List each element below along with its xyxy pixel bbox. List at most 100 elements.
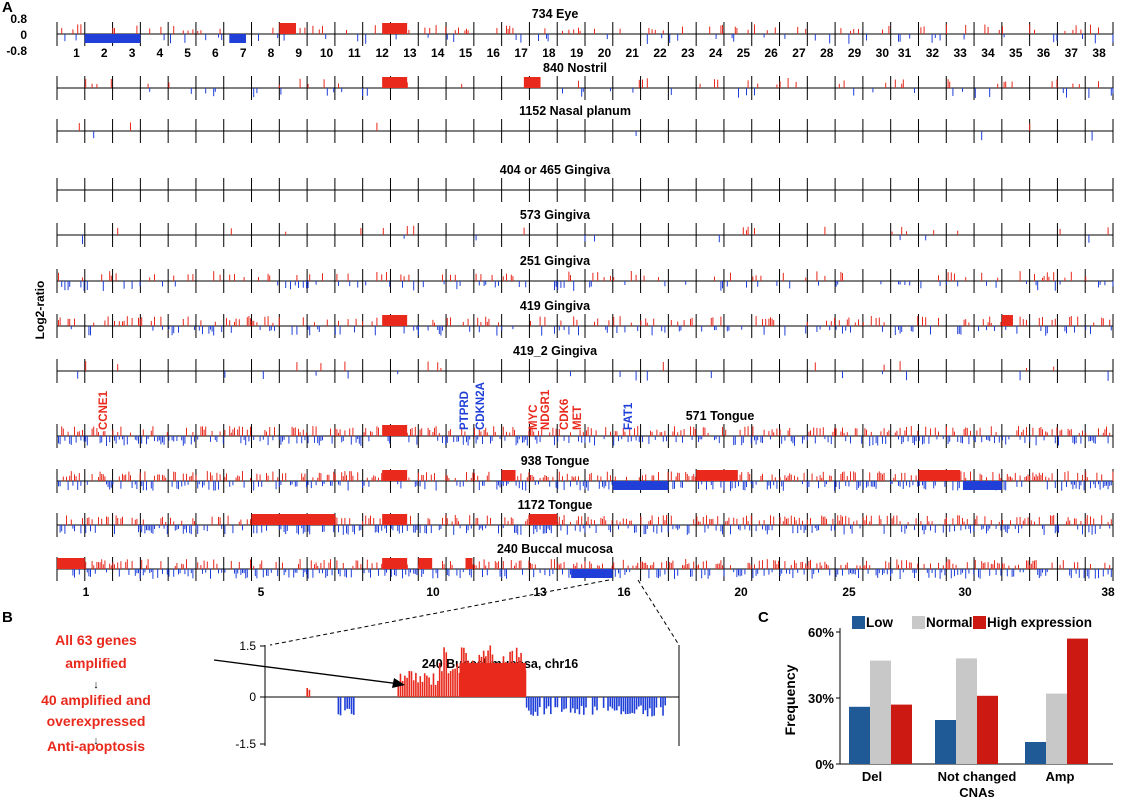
del-bar [880, 281, 882, 285]
amp-bar [624, 431, 626, 436]
amp-bar [341, 472, 343, 481]
del-bar [746, 88, 747, 96]
del-bar [85, 525, 87, 534]
del-bar [1091, 525, 1093, 535]
amp-bar [622, 559, 624, 569]
amp-bar [238, 476, 240, 481]
del-bar [230, 326, 232, 333]
chromosome-label: 27 [792, 46, 806, 60]
del-bar [872, 436, 874, 446]
amp-bar [834, 428, 835, 436]
amp-bar [840, 515, 842, 525]
amp-bar [104, 476, 106, 481]
del-bar [584, 235, 586, 242]
del-bar [64, 436, 66, 441]
del-bar [838, 481, 840, 490]
del-bar [397, 525, 399, 531]
amp-bar [320, 363, 322, 371]
amp-bar [451, 564, 453, 569]
del-bar [338, 525, 339, 533]
amp-bar [549, 432, 551, 436]
amp-bar [130, 475, 131, 481]
amp-bar [298, 564, 299, 569]
del-bar [362, 88, 363, 96]
amp-bar [736, 518, 738, 525]
del-bar [763, 569, 765, 576]
del-bar [254, 569, 256, 577]
amp-bar [760, 475, 762, 481]
amp-bar [998, 473, 1000, 481]
del-bar [325, 34, 327, 39]
del-bar [856, 481, 858, 490]
del-bar [536, 436, 538, 444]
amp-bar [856, 565, 858, 569]
del-bar [765, 525, 767, 531]
amp-bar [1029, 475, 1031, 481]
del-bar [253, 436, 255, 441]
amp-bar [230, 228, 232, 235]
amp-bar [965, 24, 967, 34]
amp-bar [182, 564, 184, 569]
del-bar [803, 525, 805, 533]
del-bar [851, 525, 853, 534]
amp-bar [429, 27, 431, 34]
amp-bar [696, 516, 698, 525]
amp-segment [465, 558, 473, 569]
del-bar [946, 281, 947, 285]
del-bar [994, 436, 995, 444]
del-bar [1008, 436, 1010, 440]
amp-bar [200, 426, 202, 436]
amp-bar [219, 474, 221, 481]
del-bar [947, 436, 949, 444]
del-bar [1006, 525, 1008, 534]
amp-bar [93, 322, 95, 326]
del-bar [930, 326, 931, 335]
amp-bar [954, 431, 955, 436]
amp-bar [427, 427, 429, 436]
amp-bar [406, 226, 408, 235]
del-bar [835, 481, 837, 487]
del-bar [166, 525, 168, 535]
del-bar [584, 481, 586, 490]
amp-bar [774, 27, 776, 34]
amp-bar [304, 27, 306, 34]
amp-bar [755, 275, 757, 281]
del-bar [950, 569, 952, 579]
del-bar [259, 436, 261, 442]
amp-bar [974, 519, 976, 525]
del-bar [835, 281, 837, 287]
del-bar [152, 569, 154, 579]
del-bar [824, 436, 826, 440]
del-bar [968, 436, 970, 445]
amp-bar [802, 520, 803, 525]
del-bar [146, 525, 147, 531]
amp-bar [126, 316, 128, 326]
gene-label-ccne1: CCNE1 [98, 390, 110, 430]
del-bar [306, 569, 307, 575]
amp-bar [658, 472, 659, 481]
del-bar [662, 436, 664, 442]
del-bar [435, 481, 437, 491]
amp-bar [608, 320, 610, 326]
del-bar [918, 481, 920, 486]
del-bar [437, 326, 439, 330]
del-bar [1046, 326, 1048, 334]
amp-bar [1053, 366, 1055, 371]
del-bar [456, 481, 458, 486]
amp-bar [1074, 518, 1075, 525]
del-bar [302, 281, 304, 288]
del-bar [203, 525, 205, 531]
amp-bar [1051, 81, 1053, 88]
del-bar [664, 697, 667, 706]
del-bar [293, 569, 295, 578]
amp-bar [634, 428, 635, 436]
amp-bar [910, 426, 912, 436]
del-bar [245, 569, 247, 579]
amp-bar [406, 677, 408, 697]
amp-bar [150, 430, 152, 436]
amp-bar [144, 471, 146, 481]
del-bar [669, 34, 671, 43]
amp-bar [1051, 319, 1053, 326]
amp-bar [309, 274, 311, 281]
amp-bar [574, 565, 576, 569]
